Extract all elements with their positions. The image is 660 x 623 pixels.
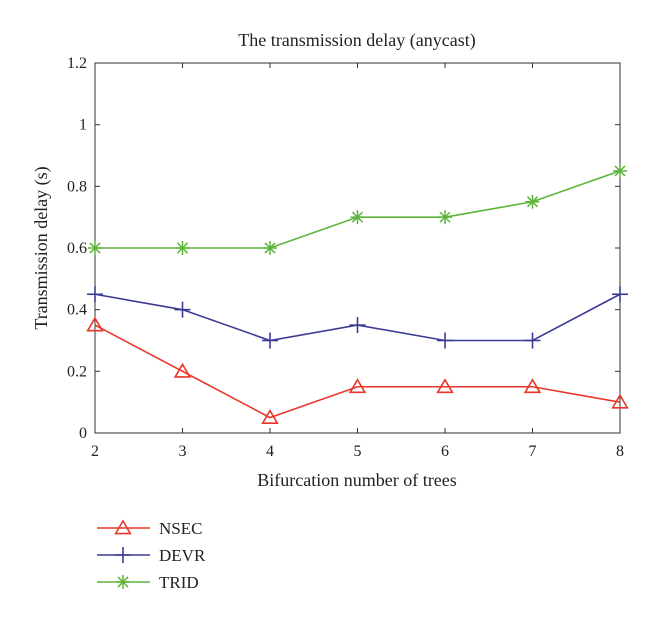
legend-entry: TRID	[97, 573, 199, 592]
data-point	[115, 547, 131, 563]
chart-title: The transmission delay (anycast)	[238, 30, 475, 51]
data-point	[437, 332, 453, 349]
y-tick-label: 0.8	[67, 178, 87, 195]
x-axis: 2 3 4 5 6 7 8	[91, 63, 624, 460]
data-point	[349, 317, 366, 334]
y-tick-label: 0	[79, 425, 87, 442]
data-point	[612, 286, 628, 303]
y-axis-label: Transmission delay (s)	[31, 166, 52, 329]
data-point	[114, 519, 132, 535]
data-point	[174, 301, 191, 318]
legend-label: NSEC	[159, 519, 202, 538]
x-tick-label: 7	[529, 443, 537, 460]
x-tick-label: 2	[91, 443, 99, 460]
legend-entry: NSEC	[97, 519, 202, 538]
data-point	[175, 241, 190, 255]
y-axis: 0 0.2 0.4 0.6 0.8 1 1.2	[67, 55, 620, 442]
x-tick-label: 5	[354, 443, 362, 460]
data-point	[88, 241, 102, 255]
data-point	[524, 332, 541, 349]
data-point	[438, 210, 452, 225]
y-tick-label: 0.4	[67, 302, 87, 319]
data-point	[613, 163, 627, 178]
x-tick-label: 8	[616, 443, 624, 460]
data-point	[263, 241, 277, 255]
x-tick-label: 3	[179, 443, 187, 460]
series-trid	[88, 163, 627, 255]
y-tick-label: 0.2	[67, 363, 87, 380]
series-line	[95, 170, 621, 249]
y-tick-label: 1	[79, 117, 87, 134]
data-point	[436, 378, 454, 394]
data-point	[261, 408, 279, 424]
x-tick-label: 4	[266, 443, 274, 460]
series-devr	[87, 286, 628, 349]
legend-label: TRID	[159, 573, 199, 592]
series-layer	[86, 163, 629, 424]
data-point	[262, 332, 278, 349]
legend: NSEC DEVR TRID	[97, 519, 206, 592]
x-axis-label: Bifurcation number of trees	[257, 470, 456, 490]
data-point	[525, 194, 540, 209]
data-point	[173, 362, 192, 378]
y-tick-label: 1.2	[67, 55, 87, 72]
series-line	[94, 324, 621, 419]
legend-entry: DEVR	[97, 546, 206, 565]
series-nsec	[86, 316, 629, 424]
x-tick-label: 6	[441, 443, 449, 460]
data-point	[348, 378, 367, 394]
data-point	[87, 286, 103, 303]
data-point	[116, 575, 130, 589]
legend-label: DEVR	[159, 546, 206, 565]
data-point	[611, 393, 629, 409]
data-point	[523, 378, 542, 394]
data-point	[350, 210, 365, 225]
data-point	[86, 316, 104, 332]
y-tick-label: 0.6	[67, 240, 87, 257]
